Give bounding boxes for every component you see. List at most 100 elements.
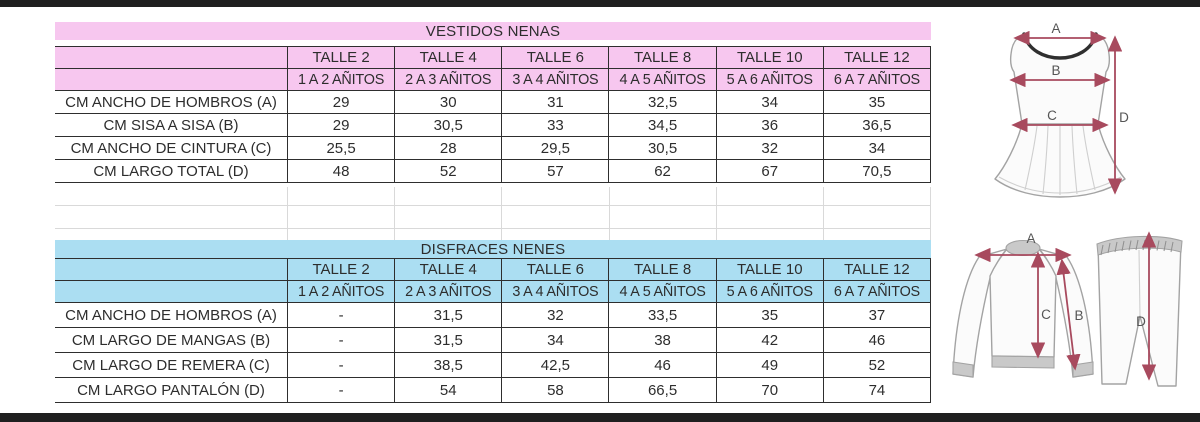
size-header: TALLE 8 — [608, 259, 715, 280]
size-header: TALLE 12 — [822, 259, 930, 280]
value-cell: 58 — [501, 378, 608, 402]
value-cell: 29 — [287, 114, 394, 136]
faint-gridline — [609, 187, 610, 240]
table-row: CM ANCHO DE HOMBROS (A) - 31,5 32 33,5 3… — [55, 303, 931, 328]
value-cell: 70 — [715, 378, 823, 402]
measure-label-b: B — [1074, 308, 1083, 323]
faint-gridline — [55, 205, 931, 206]
age-header: 1 A 2 AÑITOS — [287, 281, 394, 302]
row-label: CM LARGO DE REMERA (C) — [72, 356, 270, 374]
value-cell: 36 — [715, 114, 823, 136]
pants-illustration — [1096, 235, 1183, 387]
size-header-row: TALLE 2 TALLE 4 TALLE 6 TALLE 8 TALLE 10… — [55, 46, 931, 69]
value-cell: - — [287, 328, 394, 352]
row-label: CM SISA A SISA (B) — [103, 116, 239, 134]
value-cell: 32 — [501, 303, 608, 327]
value-cell: 52 — [394, 160, 501, 182]
size-header: TALLE 10 — [715, 47, 823, 68]
age-header: 3 A 4 AÑITOS — [501, 69, 608, 90]
table-row: CM LARGO PANTALÓN (D) - 54 58 66,5 70 74 — [55, 378, 931, 403]
value-cell: 25,5 — [287, 137, 394, 159]
faint-gridline — [823, 187, 824, 240]
measure-label-c: C — [1041, 307, 1051, 322]
measure-label-d: D — [1136, 314, 1146, 329]
outfit-measure-arrows: A B C D — [974, 231, 1157, 381]
value-cell: 28 — [394, 137, 501, 159]
table-title: DISFRACES NENES — [55, 240, 931, 258]
value-cell: 34 — [501, 328, 608, 352]
faint-gridline — [716, 187, 717, 240]
size-header: TALLE 10 — [715, 259, 823, 280]
measure-label-c: C — [1047, 108, 1057, 123]
row-label: CM ANCHO DE HOMBROS (A) — [65, 306, 277, 324]
value-cell: 38 — [608, 328, 715, 352]
age-header: 6 A 7 AÑITOS — [822, 69, 930, 90]
table-row: CM SISA A SISA (B) 29 30,5 33 34,5 36 36… — [55, 114, 931, 137]
corner-cell — [55, 47, 287, 68]
corner-cell — [55, 281, 287, 302]
value-cell: 35 — [822, 91, 930, 113]
value-cell: 31 — [501, 91, 608, 113]
spreadsheet-gap-grid — [55, 187, 931, 240]
dress-illustration — [994, 32, 1126, 198]
age-header: 5 A 6 AÑITOS — [715, 281, 823, 302]
measure-label-a: A — [1026, 231, 1035, 246]
value-cell: 38,5 — [394, 353, 501, 377]
value-cell: 29,5 — [501, 137, 608, 159]
value-cell: 33 — [501, 114, 608, 136]
value-cell: - — [287, 353, 394, 377]
value-cell: 34 — [822, 137, 930, 159]
value-cell: 31,5 — [394, 328, 501, 352]
row-label: CM LARGO TOTAL (D) — [93, 162, 249, 180]
value-cell: - — [287, 303, 394, 327]
value-cell: 42 — [715, 328, 823, 352]
faint-gridline — [501, 187, 502, 240]
size-header: TALLE 4 — [394, 259, 501, 280]
top-border-bar — [0, 0, 1200, 7]
size-header: TALLE 6 — [501, 259, 608, 280]
value-cell: 52 — [822, 353, 930, 377]
age-header-row: 1 A 2 AÑITOS 2 A 3 AÑITOS 3 A 4 AÑITOS 4… — [55, 281, 931, 303]
value-cell: 30,5 — [394, 114, 501, 136]
value-cell: 49 — [715, 353, 823, 377]
dress-measure-diagram: A B C D — [994, 22, 1129, 198]
dress-measure-arrows: A B C D — [1009, 22, 1129, 195]
value-cell: 32 — [715, 137, 823, 159]
age-header: 4 A 5 AÑITOS — [608, 69, 715, 90]
value-cell: 35 — [715, 303, 823, 327]
table-row: CM ANCHO DE CINTURA (C) 25,5 28 29,5 30,… — [55, 137, 931, 160]
age-header: 2 A 3 AÑITOS — [394, 69, 501, 90]
size-header: TALLE 2 — [287, 259, 394, 280]
value-cell: - — [287, 378, 394, 402]
pants-waistband — [1096, 235, 1183, 256]
disfraces-nenes-table: DISFRACES NENES TALLE 2 TALLE 4 TALLE 6 … — [55, 240, 931, 403]
row-label: CM ANCHO DE HOMBROS (A) — [65, 93, 277, 111]
value-cell: 46 — [822, 328, 930, 352]
corner-cell — [55, 69, 287, 90]
faint-gridline — [55, 228, 931, 229]
row-label: CM LARGO PANTALÓN (D) — [77, 381, 265, 399]
size-header: TALLE 2 — [287, 47, 394, 68]
row-label: CM LARGO DE MANGAS (B) — [71, 331, 271, 349]
age-header: 2 A 3 AÑITOS — [394, 281, 501, 302]
table-row: CM LARGO TOTAL (D) 48 52 57 62 67 70,5 — [55, 160, 931, 183]
measure-label-a: A — [1051, 22, 1060, 36]
age-header: 5 A 6 AÑITOS — [715, 69, 823, 90]
measure-label-d: D — [1119, 110, 1129, 125]
size-header: TALLE 6 — [501, 47, 608, 68]
table-row: CM ANCHO DE HOMBROS (A) 29 30 31 32,5 34… — [55, 91, 931, 114]
shirt-pants-measure-diagram: A B C D — [952, 231, 1183, 387]
value-cell: 62 — [608, 160, 715, 182]
value-cell: 66,5 — [608, 378, 715, 402]
value-cell: 30 — [394, 91, 501, 113]
faint-gridline — [287, 187, 288, 240]
faint-gridline — [394, 187, 395, 240]
value-cell: 34,5 — [608, 114, 715, 136]
table-title: VESTIDOS NENAS — [55, 22, 931, 40]
corner-cell — [55, 259, 287, 280]
size-header: TALLE 8 — [608, 47, 715, 68]
value-cell: 67 — [715, 160, 823, 182]
value-cell: 34 — [715, 91, 823, 113]
value-cell: 54 — [394, 378, 501, 402]
